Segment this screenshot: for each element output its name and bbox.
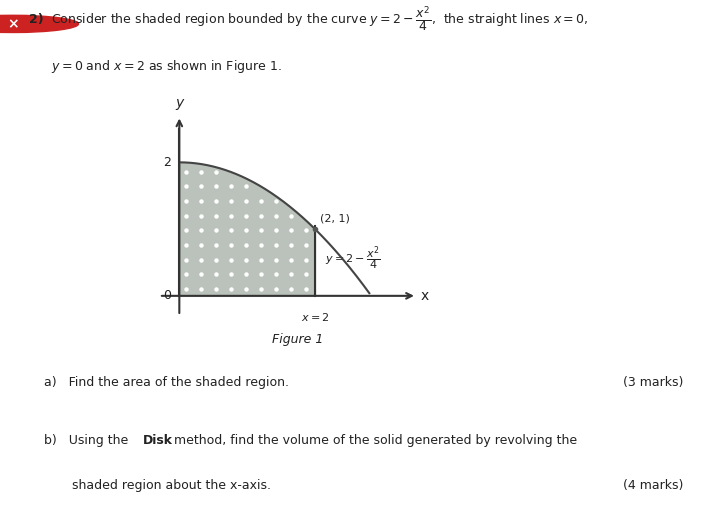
Text: Figure 1: Figure 1 — [273, 333, 324, 346]
Text: ×: × — [7, 17, 19, 31]
Text: $y = 0$ and $x = 2$ as shown in Figure 1.: $y = 0$ and $x = 2$ as shown in Figure 1… — [51, 58, 281, 75]
Text: a)   Find the area of the shaded region.: a) Find the area of the shaded region. — [44, 376, 289, 389]
Text: shaded region about the x-axis.: shaded region about the x-axis. — [44, 479, 270, 492]
Text: x: x — [420, 289, 428, 303]
Text: b)   Using the: b) Using the — [44, 434, 132, 447]
Text: $y = 2 - \dfrac{x^2}{4}$: $y = 2 - \dfrac{x^2}{4}$ — [325, 245, 381, 273]
Text: (3 marks): (3 marks) — [623, 376, 683, 389]
Text: (2, 1): (2, 1) — [321, 214, 350, 224]
Text: Consider the shaded region bounded by the curve $y = 2 - \dfrac{x^2}{4}$,  the s: Consider the shaded region bounded by th… — [51, 4, 588, 34]
Text: y: y — [175, 96, 183, 110]
Text: 0: 0 — [163, 289, 171, 302]
Text: (4 marks): (4 marks) — [623, 479, 683, 492]
Circle shape — [0, 15, 79, 32]
Text: $x = 2$: $x = 2$ — [301, 311, 329, 322]
Text: method, find the volume of the solid generated by revolving the: method, find the volume of the solid gen… — [170, 434, 577, 447]
Text: 2): 2) — [29, 13, 44, 25]
Text: 2: 2 — [164, 156, 171, 169]
Text: Disk: Disk — [142, 434, 172, 447]
